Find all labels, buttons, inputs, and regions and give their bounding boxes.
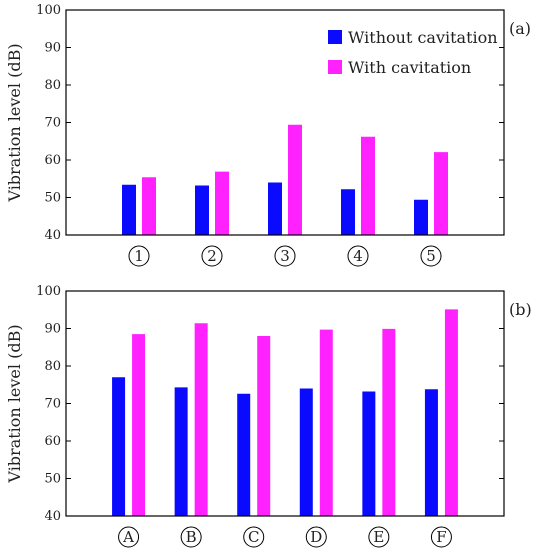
category-label-circle — [274, 245, 296, 267]
category-label: 3 — [280, 247, 290, 265]
bar-with-cavitation — [288, 124, 302, 235]
y-tick-label: 90 — [44, 322, 61, 337]
bar-with-cavitation — [361, 136, 375, 235]
y-tick-label: 70 — [44, 397, 61, 412]
category-label: 2 — [207, 247, 217, 265]
category-label-circle — [118, 526, 140, 548]
bar-without-cavitation — [174, 387, 188, 516]
legend-swatch — [328, 60, 342, 74]
bar-with-cavitation — [132, 334, 146, 516]
category-label: 1 — [134, 247, 144, 265]
panel-label: (b) — [509, 300, 532, 319]
category-label-circle — [420, 245, 442, 267]
y-tick-label: 60 — [44, 434, 61, 449]
legend-label: With cavitation — [348, 58, 471, 77]
category-label: A — [122, 528, 134, 546]
plot-frame — [65, 9, 505, 236]
category-label: F — [436, 528, 446, 546]
category-label: B — [186, 528, 197, 546]
bar-without-cavitation — [414, 199, 428, 235]
chart-panel-b: 40 50 60 70 80 90 100 Vibration level (dB) (b) A B… — [5, 284, 532, 548]
bar-with-cavitation — [215, 171, 229, 235]
bar-with-cavitation — [194, 323, 208, 516]
bar-without-cavitation — [362, 391, 376, 516]
category-label-circle — [180, 526, 202, 548]
legend-label: Without cavitation — [348, 28, 498, 47]
bar-without-cavitation — [122, 184, 136, 235]
category-label: 4 — [353, 247, 363, 265]
chart-panel-a: 40 50 60 70 80 90 100 Vibration level (dB) (a) 1 2… — [5, 3, 531, 267]
bar-with-cavitation — [142, 177, 156, 235]
y-tick-label: 50 — [44, 191, 61, 206]
category-label: 5 — [426, 247, 436, 265]
bar-without-cavitation — [268, 182, 282, 235]
y-tick-label: 90 — [44, 41, 61, 56]
category-label-circle — [430, 526, 452, 548]
bar-without-cavitation — [112, 377, 126, 516]
bar-without-cavitation — [299, 388, 313, 516]
bar-with-cavitation — [434, 152, 448, 235]
bar-with-cavitation — [319, 329, 333, 516]
category-label-circle — [368, 526, 390, 548]
bar-with-cavitation — [382, 328, 396, 516]
y-tick-label: 40 — [44, 509, 61, 524]
bar-with-cavitation — [257, 336, 271, 516]
y-tick-label: 80 — [44, 78, 61, 93]
category-label: D — [310, 528, 322, 546]
legend-swatch — [328, 30, 342, 44]
bar-with-cavitation — [444, 309, 458, 516]
category-label: C — [248, 528, 259, 546]
category-label-circle — [243, 526, 265, 548]
y-tick-label: 40 — [44, 228, 61, 243]
category-label-circle — [347, 245, 369, 267]
category-label-circle — [305, 526, 327, 548]
category-label: E — [373, 528, 384, 546]
category-label-circle — [201, 245, 223, 267]
bar-without-cavitation — [195, 185, 209, 235]
y-tick-label: 80 — [44, 359, 61, 374]
y-tick-label: 60 — [44, 153, 61, 168]
bar-without-cavitation — [424, 389, 438, 516]
panel-label: (a) — [509, 19, 531, 38]
y-tick-label: 70 — [44, 116, 61, 131]
bar-without-cavitation — [341, 189, 355, 235]
y-tick-label: 50 — [44, 472, 61, 487]
y-tick-label: 100 — [36, 3, 61, 18]
y-axis-label: Vibration level (dB) — [5, 43, 24, 202]
category-label-circle — [128, 245, 150, 267]
plot-frame — [65, 290, 505, 517]
y-axis-label: Vibration level (dB) — [5, 324, 24, 483]
bar-without-cavitation — [237, 393, 251, 516]
y-tick-label: 100 — [36, 284, 61, 299]
